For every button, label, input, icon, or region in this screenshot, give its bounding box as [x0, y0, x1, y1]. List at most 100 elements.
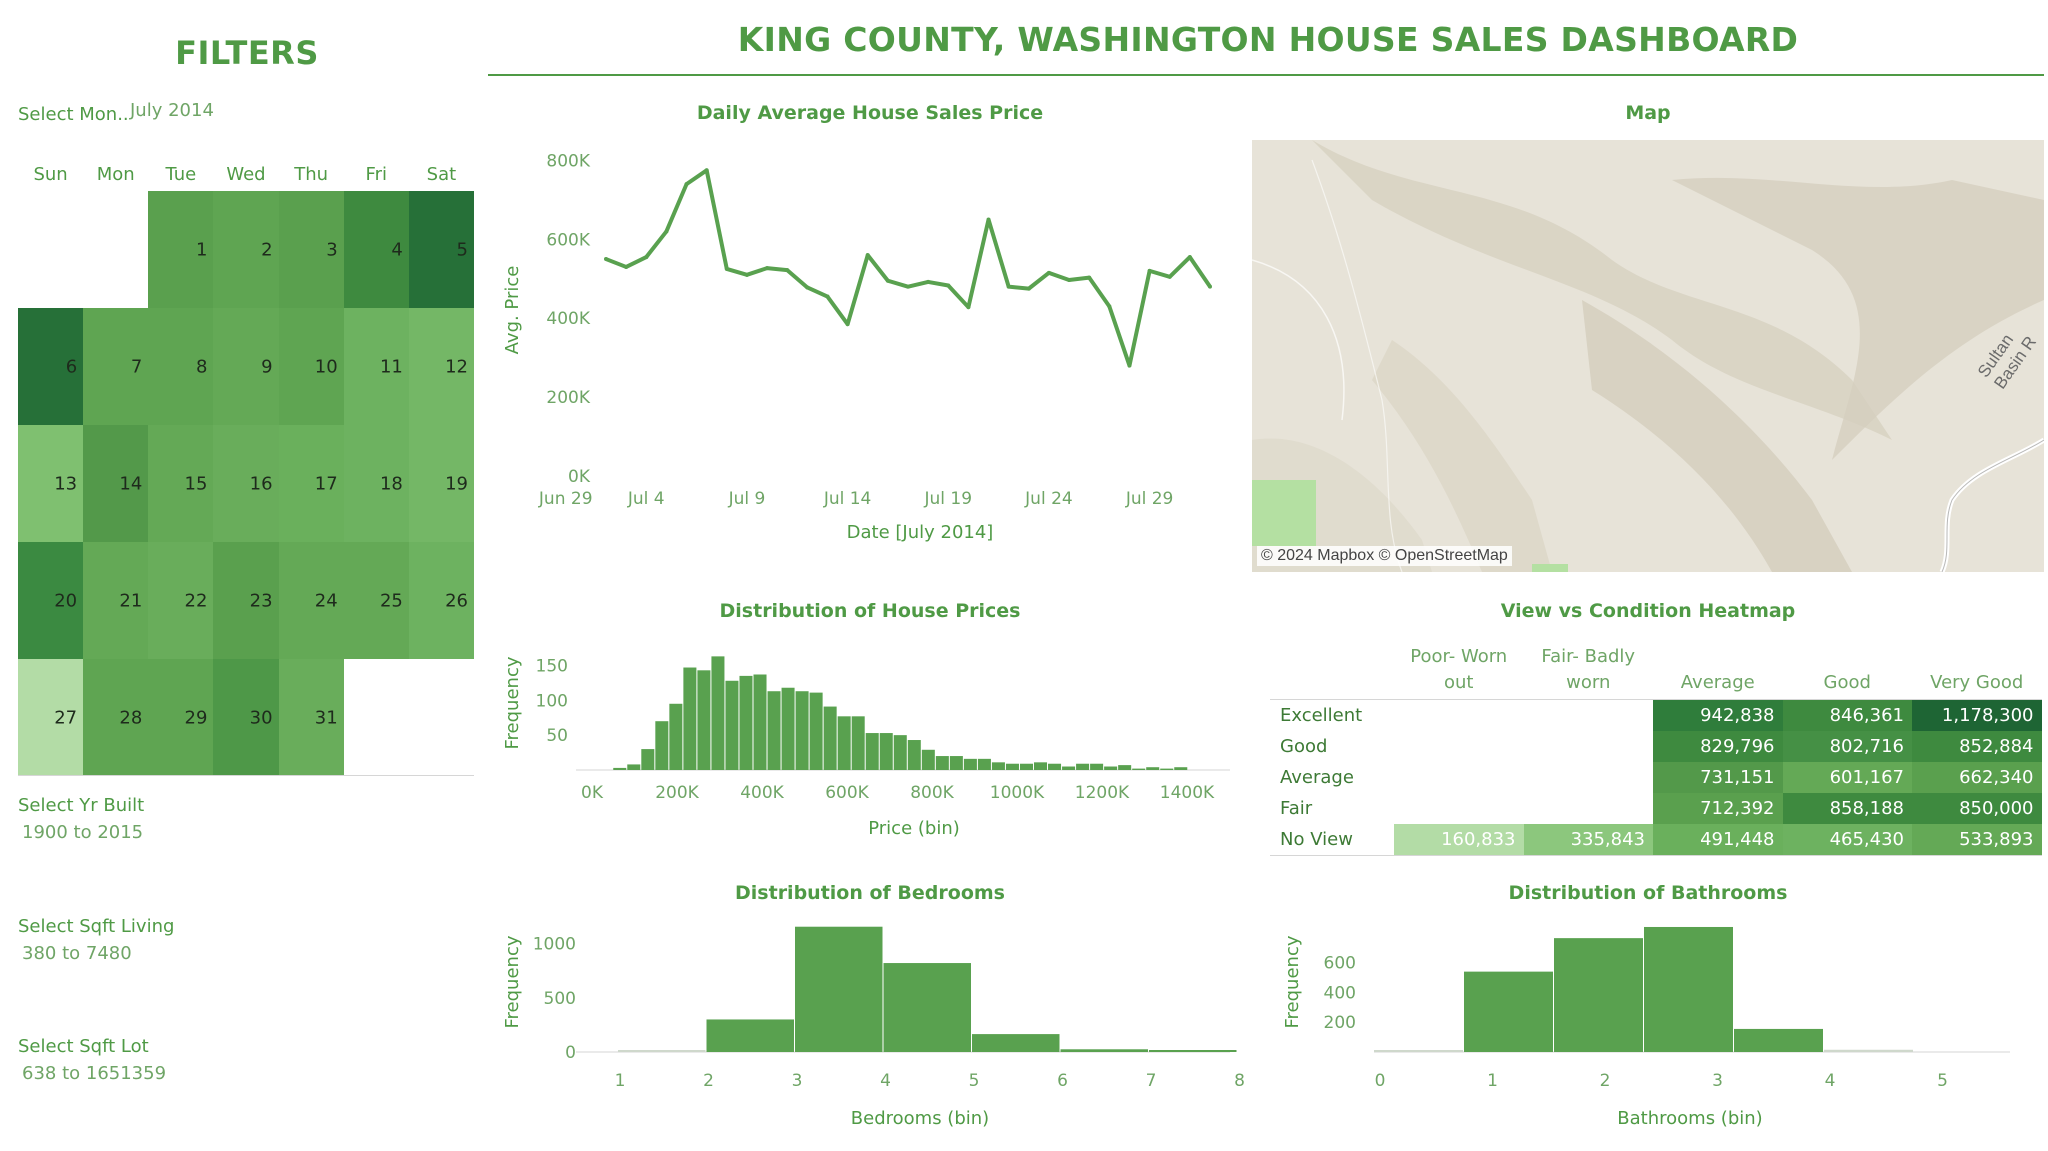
x-tick-label: 5	[1937, 1071, 1948, 1091]
heatmap-cell	[1524, 762, 1654, 793]
heatmap-cell: 829,796	[1653, 731, 1783, 762]
heatmap-row-label: Fair	[1280, 798, 1313, 819]
price-point	[664, 229, 669, 234]
yr-built-filter-label: Select Yr Built	[18, 795, 145, 816]
price-point	[825, 294, 830, 299]
calendar: Sun Mon Tue Wed Thu Fri Sat 1 2 3 4 5 6 7 8 9 10 11 12 13 1…	[18, 164, 474, 776]
calendar-day[interactable]: 24	[278, 542, 344, 659]
calendar-day[interactable]: 22	[148, 542, 214, 659]
calendar-weekday-header: Sun Mon Tue Wed Thu Fri Sat	[18, 164, 474, 192]
price-bar	[991, 762, 1005, 770]
price-bar	[1118, 765, 1132, 770]
price-point	[744, 272, 749, 277]
calendar-day[interactable]: 17	[278, 425, 344, 542]
x-tick-label: Jun 29	[538, 489, 593, 509]
calendar-day-number: 10	[314, 356, 338, 377]
y-tick-label: 1000	[533, 935, 576, 955]
x-tick-label: 1	[615, 1071, 626, 1091]
calendar-day[interactable]: 10	[278, 308, 344, 425]
bathrooms-histogram: 200 400 600 0 1 2 3 4 5 Bathrooms (bin) Frequency	[1282, 926, 2010, 1129]
weekday-sat: Sat	[426, 164, 457, 185]
bedrooms-histogram: 0 500 1000 1 2 3 4 5 6 7 8 Bedrooms (bin) Frequency	[502, 926, 1245, 1129]
calendar-day[interactable]: 9	[213, 308, 279, 425]
price-bar	[1132, 768, 1146, 770]
weekday-mon: Mon	[96, 164, 135, 185]
x-tick-label: 1200K	[1075, 783, 1130, 803]
map-credit[interactable]: © 2024 Mapbox © OpenStreetMap	[1257, 546, 1512, 566]
calendar-day[interactable]: 3	[278, 191, 344, 308]
calendar-day[interactable]: 2	[213, 191, 279, 308]
price-point	[885, 278, 890, 283]
calendar-day-number: 2	[261, 239, 273, 260]
price-bar	[613, 767, 627, 770]
sqft-lot-filter-value[interactable]: 638 to 1651359	[22, 1063, 167, 1084]
price-point	[1006, 284, 1011, 289]
calendar-day[interactable]: 7	[83, 308, 149, 425]
price-bar	[655, 721, 669, 770]
calendar-day[interactable]: 30	[213, 659, 279, 776]
price-point	[1187, 255, 1192, 260]
yr-built-filter-value[interactable]: 1900 to 2015	[22, 822, 144, 843]
calendar-day-number: 28	[119, 707, 143, 728]
bathrooms-bar	[1374, 1050, 1463, 1052]
calendar-day-number: 3	[326, 239, 338, 260]
calendar-day[interactable]: 26	[408, 542, 474, 659]
calendar-day[interactable]: 8	[148, 308, 214, 425]
price-bar	[725, 680, 739, 770]
heatmap-cell: 465,430	[1782, 824, 1912, 855]
x-tick-label: 1400K	[1160, 783, 1215, 803]
calendar-day[interactable]: 28	[83, 659, 149, 776]
calendar-grid: 1 2 3 4 5 6 7 8 9 10 11 12 13 14 15 16 17 18 19 20 21 22 23 24 2…	[18, 191, 474, 776]
price-bar	[781, 687, 795, 770]
calendar-day[interactable]: 27	[18, 659, 84, 776]
x-tick-label: Jul 19	[923, 489, 972, 509]
calendar-day[interactable]: 1	[148, 191, 214, 308]
calendar-day[interactable]: 11	[343, 308, 409, 425]
calendar-day[interactable]: 23	[213, 542, 279, 659]
price-bar	[795, 691, 809, 770]
title-divider	[488, 74, 2044, 76]
month-filter-value[interactable]: July 2014	[130, 100, 214, 121]
calendar-day-number: 19	[445, 473, 468, 494]
calendar-day[interactable]: 16	[213, 425, 279, 542]
price-bar	[907, 740, 921, 770]
calendar-day[interactable]: 29	[148, 659, 214, 776]
calendar-day-number: 16	[249, 473, 273, 494]
calendar-day[interactable]: 4	[343, 191, 409, 308]
calendar-day[interactable]: 6	[18, 308, 84, 425]
price-bar	[865, 733, 879, 770]
heatmap-title: View vs Condition Heatmap	[1500, 600, 1796, 622]
price-point	[1147, 268, 1152, 273]
calendar-day[interactable]: 12	[408, 308, 474, 425]
heatmap-cell	[1394, 793, 1524, 824]
heatmap-cell: 942,838	[1653, 700, 1783, 731]
calendar-day[interactable]: 25	[343, 542, 409, 659]
calendar-day[interactable]: 18	[343, 425, 409, 542]
x-tick-label: 8	[1234, 1071, 1245, 1091]
calendar-day[interactable]: 14	[83, 425, 149, 542]
calendar-day[interactable]: 31	[278, 659, 344, 776]
calendar-day[interactable]: 5	[408, 191, 474, 308]
price-point	[805, 285, 810, 290]
daily-price-line-chart: 0K 200K 400K 600K 800K Jun 29 Jul 4 Jul 9 Jul 14…	[502, 151, 1212, 543]
calendar-day[interactable]: 13	[18, 425, 84, 542]
bathrooms-bar	[1824, 1049, 1913, 1052]
calendar-day-number: 31	[314, 707, 338, 728]
x-tick-label: 400K	[740, 783, 784, 803]
calendar-day[interactable]: 20	[18, 542, 84, 659]
price-bar	[837, 716, 851, 770]
price-histogram: 50 100 150 0K 200K 400K 600K 800K 1000K 1200K 1400…	[502, 656, 1230, 839]
calendar-day[interactable]: 21	[83, 542, 149, 659]
map-view[interactable]: Sultan Basin R	[1252, 140, 2044, 572]
calendar-day[interactable]: 19	[408, 425, 474, 542]
calendar-day-number: 11	[379, 356, 403, 377]
price-bar	[851, 716, 865, 770]
price-bar	[627, 764, 641, 770]
calendar-day[interactable]: 15	[148, 425, 214, 542]
heatmap-cell: 852,884	[1912, 731, 2042, 762]
price-point	[946, 283, 951, 288]
price-bar	[711, 656, 725, 770]
sqft-living-filter-value[interactable]: 380 to 7480	[22, 943, 132, 964]
heatmap-cell: 802,716	[1782, 731, 1912, 762]
price-bar	[823, 706, 837, 770]
